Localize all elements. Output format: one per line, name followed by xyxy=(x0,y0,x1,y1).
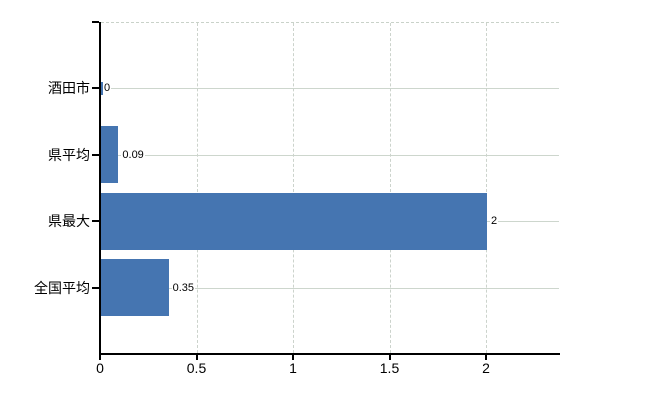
category-label: 酒田市 xyxy=(48,80,90,97)
vertical-gridline xyxy=(486,23,487,353)
y-axis-tick xyxy=(92,87,99,90)
bar-value-label: 0.35 xyxy=(171,280,196,295)
bar-value-label: 2 xyxy=(490,214,499,229)
x-axis-label: 0 xyxy=(96,360,104,376)
x-axis-label: 1 xyxy=(289,360,297,376)
bar-県最大[interactable] xyxy=(101,192,487,250)
bar-酒田市[interactable] xyxy=(101,81,103,95)
x-axis-tick xyxy=(195,355,198,360)
y-axis-tick xyxy=(92,21,99,23)
x-axis-label: 2 xyxy=(482,360,490,376)
y-axis-tick xyxy=(92,153,99,156)
horizontal-gridline xyxy=(101,287,559,289)
y-axis-tick xyxy=(92,220,99,223)
plot-top-border xyxy=(101,22,559,23)
category-label: 県最大 xyxy=(48,213,90,230)
horizontal-gridline xyxy=(101,154,559,156)
x-axis-tick xyxy=(292,355,294,360)
x-axis-tick xyxy=(99,355,101,360)
x-axis xyxy=(99,353,560,355)
bar-value-label: 0.09 xyxy=(121,147,145,162)
x-axis-label: 1.5 xyxy=(379,360,400,376)
vertical-gridline xyxy=(389,23,391,353)
bar-全国平均[interactable] xyxy=(101,259,169,317)
vertical-gridline xyxy=(293,23,294,353)
horizontal-gridline xyxy=(101,88,559,90)
category-label: 県平均 xyxy=(48,146,90,163)
bar-value-label: 0 xyxy=(103,81,112,96)
x-axis-tick xyxy=(388,355,391,360)
bar-県平均[interactable] xyxy=(101,126,119,184)
y-axis xyxy=(99,22,101,355)
x-axis-label: 0.5 xyxy=(186,360,207,376)
y-axis-tick xyxy=(92,286,99,289)
category-label: 全国平均 xyxy=(34,279,90,296)
x-axis-tick xyxy=(485,355,487,360)
vertical-gridline xyxy=(196,23,198,353)
